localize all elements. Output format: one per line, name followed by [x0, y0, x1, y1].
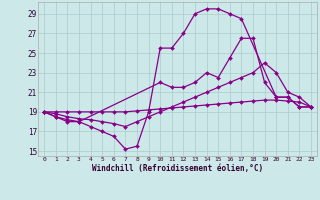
X-axis label: Windchill (Refroidissement éolien,°C): Windchill (Refroidissement éolien,°C): [92, 164, 263, 173]
